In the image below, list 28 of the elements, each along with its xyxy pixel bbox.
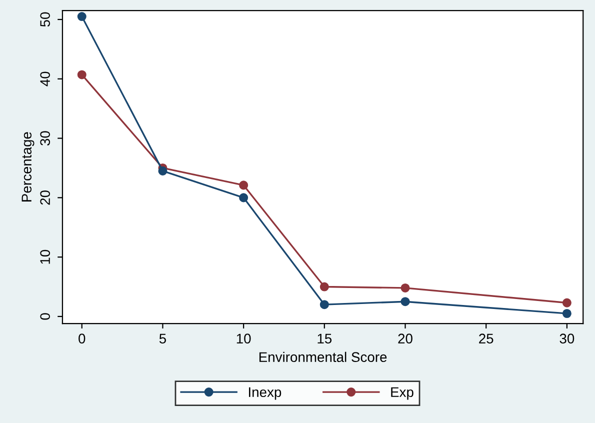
point [400,297,410,306]
point [158,166,168,176]
point [239,193,248,202]
point [562,308,572,318]
legend-label: Exp [391,387,414,400]
y-tick-label: 0 [40,313,50,320]
point [400,283,410,292]
x-tick-label: 20 [398,334,412,344]
point [239,180,248,190]
point [77,70,86,80]
y-tick-label: 40 [40,72,50,86]
x-axis-title: Environmental Score [259,352,387,362]
x-tick-label: 10 [236,334,251,344]
y-tick-label: 30 [40,131,50,146]
y-axis-title: Percentage [22,132,34,202]
x-tick-label: 0 [78,334,86,344]
x-tick-label: 30 [560,334,574,344]
point [77,12,86,22]
point [320,282,329,292]
x-tick-label: 15 [318,334,332,344]
point [320,300,329,310]
y-tick-label: 20 [40,190,50,205]
y-tick-label: 10 [40,250,50,264]
legend-label: Inexp [248,387,282,400]
x-tick-label: 25 [479,334,494,344]
point [562,298,572,308]
y-tick-label: 50 [40,12,50,27]
x-tick-label: 5 [159,334,166,344]
